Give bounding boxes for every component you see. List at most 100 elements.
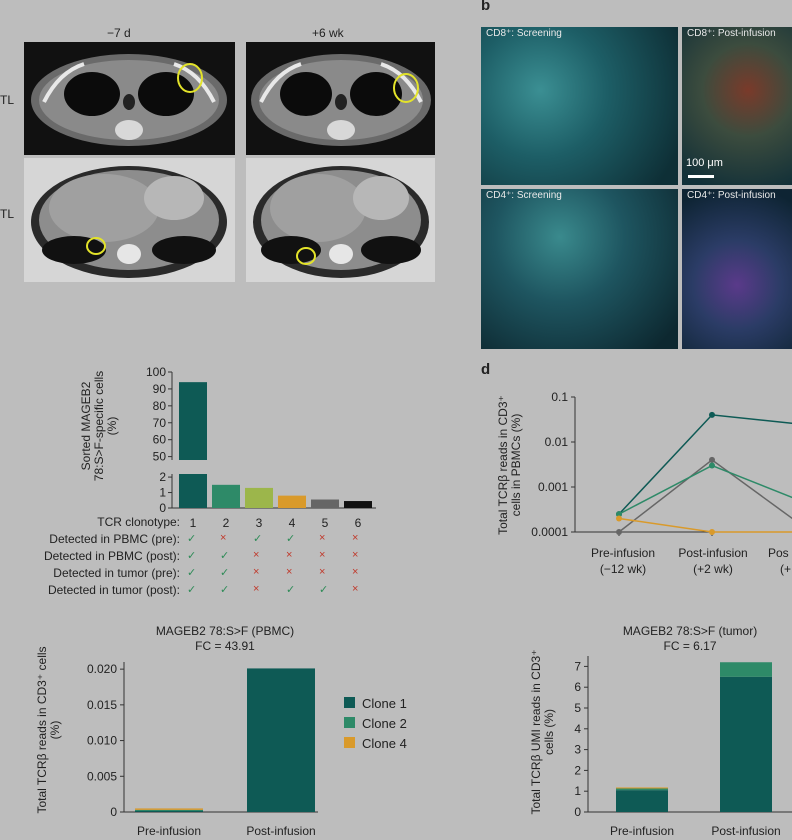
scale-bar	[688, 175, 714, 178]
chart-c-xtick-label: 1	[190, 516, 197, 530]
check-icon: ✓	[286, 533, 296, 545]
chart-c-ylabel: Sorted MAGEB2 78:S>F-specific cells (%)	[79, 370, 119, 482]
ct-scan-abdomen-pre	[24, 158, 235, 282]
cross-icon: ×	[286, 566, 293, 578]
chart-e-bar-segment	[247, 668, 315, 812]
chart-d-point	[709, 456, 715, 463]
chart-c-ytick-label: 50	[153, 450, 167, 464]
chart-d-point	[709, 411, 715, 418]
chart-e: 0 0.005 0.010 0.015 0.020 Pre-infusion Post-in…	[87, 662, 318, 838]
chart-d: 0.1 0.01 0.001 0.0001	[531, 390, 792, 539]
chart-c-ytick-label: 100	[146, 365, 166, 379]
chart-f-bar-segment	[616, 788, 668, 791]
ct-chest-post-svg	[251, 54, 431, 146]
chart-c-bar	[344, 501, 372, 508]
legend-item-clone1: Clone 1	[344, 694, 407, 714]
cross-icon: ×	[352, 583, 359, 595]
chart-f-bar-segment	[720, 662, 772, 677]
micro-cd8-screening: CD8⁺: Screening	[481, 27, 678, 185]
check-icon: ✓	[187, 567, 197, 579]
col-label-post: +6 wk	[312, 26, 344, 40]
chart-d-ytick-label: 0.1	[551, 390, 568, 404]
cross-icon: ×	[319, 566, 326, 578]
micro-cd8-post: CD8⁺: Post-infusion 100 μm	[682, 27, 792, 185]
chart-f-xtick-label: Pre-infusion	[610, 824, 674, 838]
cross-icon: ×	[286, 549, 293, 561]
check-icon: ✓	[253, 533, 263, 545]
chart-e-title: MAGEB2 78:S>F (PBMC) FC = 43.91	[155, 624, 295, 653]
chart-f-ytick-label: 3	[574, 743, 581, 757]
chart-f-ytick-label: 1	[574, 784, 581, 798]
chart-c-bar	[311, 499, 339, 508]
ct-scan-chest-pre	[24, 42, 235, 155]
check-icon: ✓	[187, 584, 197, 596]
chart-c-bar	[212, 484, 240, 508]
check-icon: ✓	[220, 567, 230, 579]
legend-item-clone2: Clone 2	[344, 714, 407, 734]
chart-f-ytick-label: 5	[574, 701, 581, 715]
ct-scan-chest-post	[246, 42, 435, 155]
legend-item-clone4: Clone 4	[344, 734, 407, 754]
cross-icon: ×	[220, 532, 227, 544]
chart-c-bar	[179, 382, 207, 460]
cross-icon: ×	[253, 566, 260, 578]
chart-d-xlabel-1: Pre-infusion (−12 wk)	[590, 546, 656, 576]
cross-icon: ×	[352, 532, 359, 544]
micro-cd4-screening: CD4⁺: Screening	[481, 189, 678, 349]
chart-e-xtick-label: Post-infusion	[246, 824, 315, 838]
chart-d-series-line	[618, 517, 792, 533]
chart-d-point	[709, 529, 715, 535]
chart-f-bar-segment	[616, 790, 668, 812]
chart-c-xtick-label: 5	[322, 516, 329, 530]
chart-c-ytick-label: 0	[159, 501, 166, 515]
chart-f-bar-segment	[720, 676, 772, 812]
chart-c-ytick-label: 1	[159, 486, 166, 500]
micro-cd8-screening-label: CD8⁺: Screening	[486, 28, 562, 39]
panel-b-letter: b	[481, 0, 491, 14]
chart-d-ytick-label: 0.01	[545, 435, 569, 449]
chart-c-bar	[245, 487, 273, 508]
chart-d-point	[616, 511, 622, 518]
chart-f-ytick-label: 7	[574, 659, 581, 673]
check-icon: ✓	[220, 550, 230, 562]
scale-bar-label: 100 μm	[686, 157, 723, 169]
chart-e-bar-segment	[135, 808, 203, 810]
chart-c-ytick-label: 60	[153, 433, 167, 447]
chart-d-series-line	[618, 464, 792, 515]
chart-d-series-line	[618, 458, 792, 533]
chart-e-ylabel: Total TCRβ reads in CD3⁺ cells (%)	[35, 646, 62, 814]
row-label-tumor-post: Detected in tumor (post):	[47, 583, 180, 597]
ct-scan-abdomen-post	[246, 158, 435, 282]
cross-icon: ×	[319, 549, 326, 561]
chart-c-ytick-label: 2	[159, 470, 166, 484]
chart-f-ylabel: Total TCRβ UMI reads in CD3⁺ cells (%)	[529, 649, 556, 815]
ct-abdomen-post-svg	[246, 158, 435, 282]
micro-cd4-post-label: CD4⁺: Post-infusion	[687, 190, 776, 201]
chart-d-point	[616, 511, 622, 518]
chart-d-point	[616, 515, 622, 522]
chart-f-ytick-label: 6	[574, 680, 581, 694]
chart-d-ytick-label: 0.001	[538, 480, 568, 494]
chart-c-xtick-label: 2	[223, 516, 230, 530]
chart-d-point	[709, 462, 715, 469]
row-label-1: TL	[0, 93, 15, 107]
chart-f-title: MAGEB2 78:S>F (tumor) FC = 6.17	[622, 624, 758, 653]
chart-f-ytick-label: 0	[574, 805, 581, 819]
check-icon: ✓	[187, 550, 197, 562]
chart-c-xtick-label: 4	[289, 516, 296, 530]
chart-f-bar-segment	[616, 787, 668, 789]
row-label-pbmc-pre: Detected in PBMC (pre):	[49, 532, 180, 546]
chart-e-bar-segment	[135, 810, 203, 812]
ct-abdomen-pre-svg	[24, 158, 235, 282]
chart-d-series-line	[618, 414, 792, 515]
chart-f-xtick-label: Post-infusion	[711, 824, 780, 838]
chart-e-ytick-label: 0.015	[87, 698, 117, 712]
chart-c-bar	[179, 474, 207, 508]
chart-e-ytick-label: 0.020	[87, 662, 117, 676]
check-icon: ✓	[286, 584, 296, 596]
chart-d-xlabel-3: Pos (+	[768, 546, 792, 576]
chart-c-xtick-label: 6	[355, 516, 362, 530]
chart-c-ytick-label: 70	[153, 416, 167, 430]
cross-icon: ×	[352, 549, 359, 561]
